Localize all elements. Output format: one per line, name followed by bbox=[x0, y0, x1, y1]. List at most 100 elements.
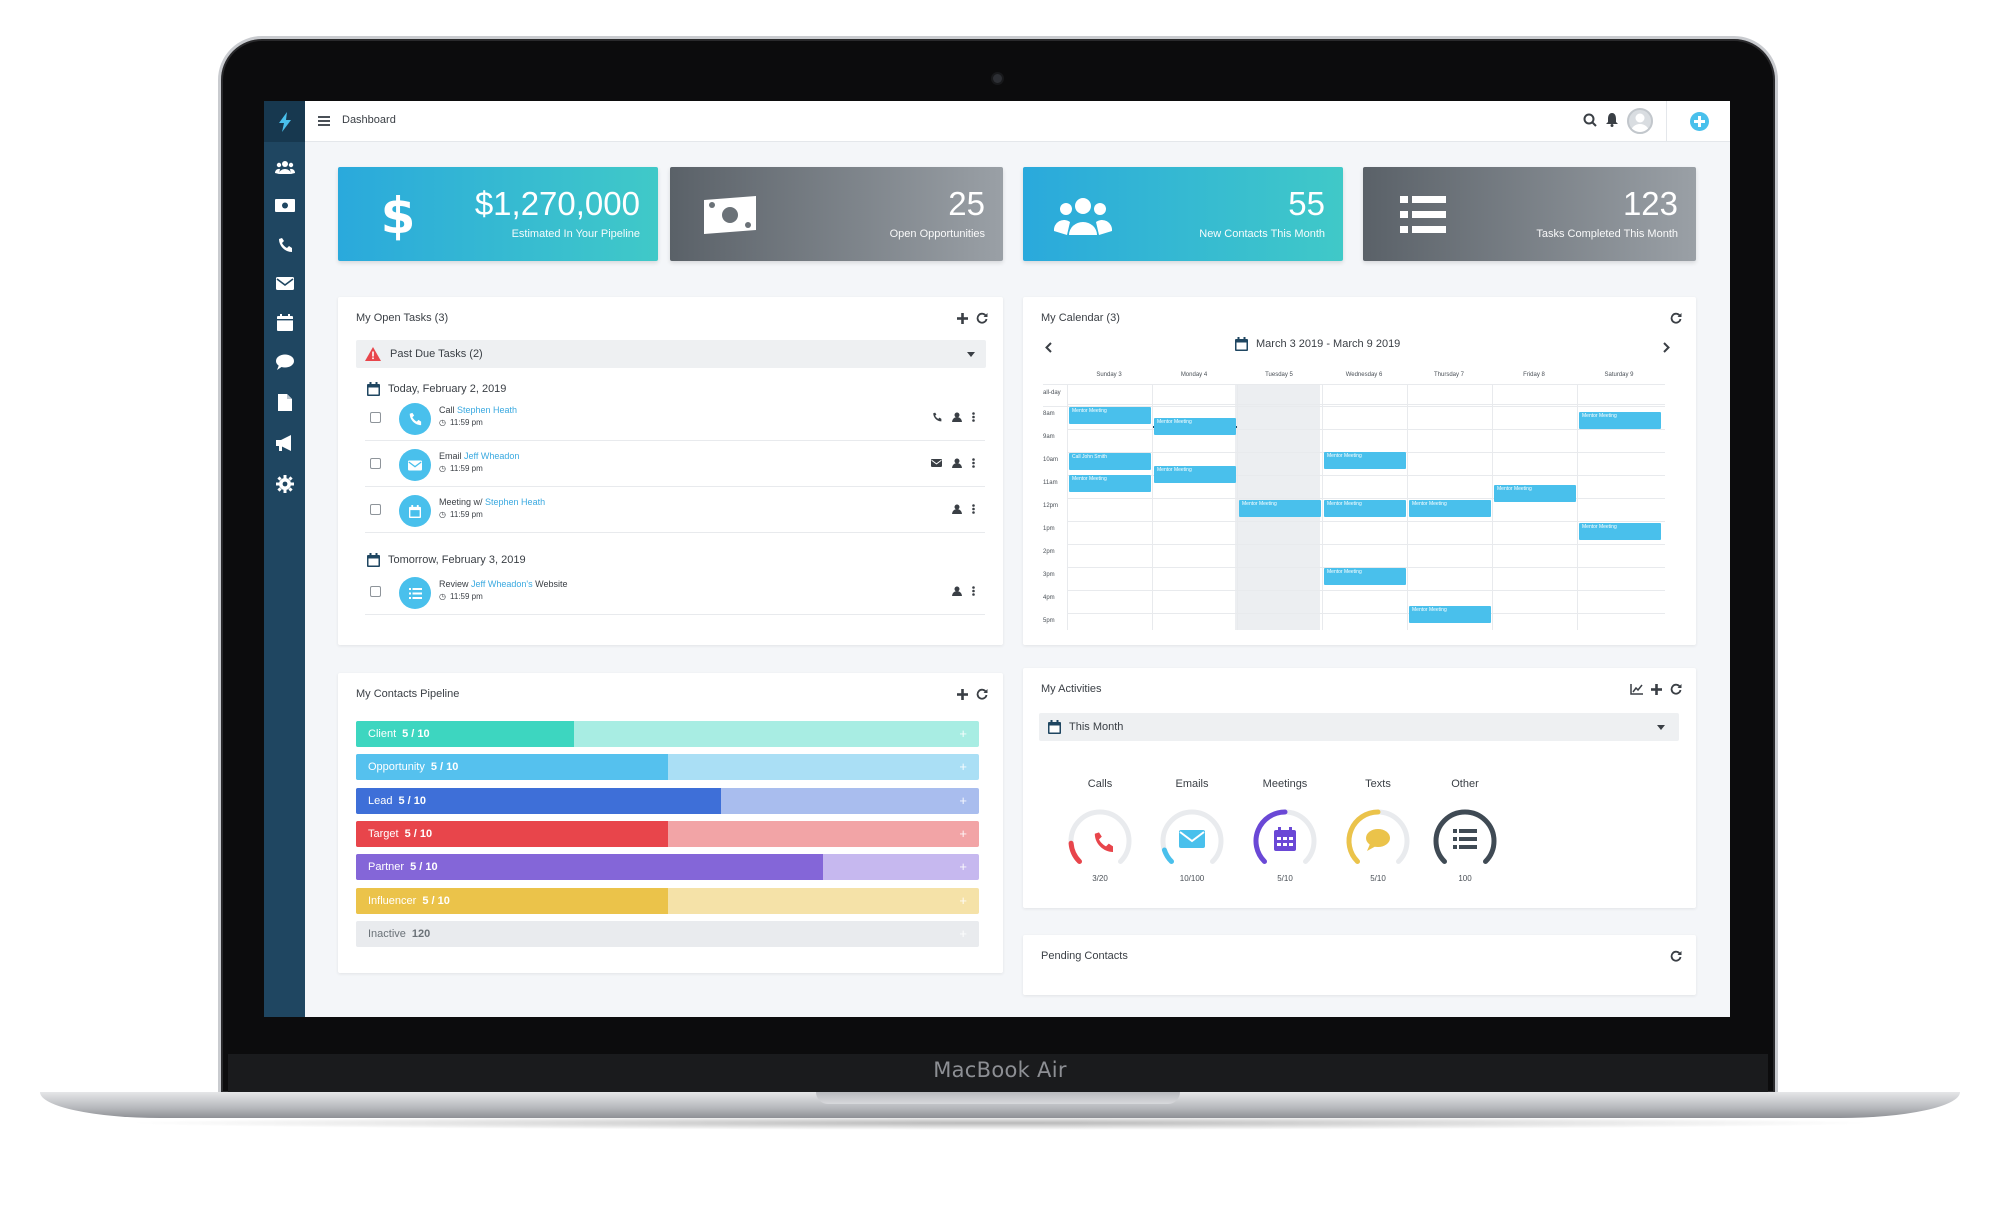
user-icon[interactable] bbox=[952, 586, 962, 596]
calendar-event[interactable]: Mentor Meeting bbox=[1409, 606, 1491, 623]
contact-link[interactable]: Jeff Wheadon bbox=[464, 451, 520, 461]
calendar-event[interactable]: Mentor Meeting bbox=[1409, 500, 1491, 517]
megaphone-icon[interactable] bbox=[273, 431, 296, 454]
task-checkbox[interactable] bbox=[370, 458, 381, 469]
add-icon[interactable] bbox=[955, 311, 969, 325]
add-icon[interactable] bbox=[955, 687, 969, 701]
pipeline-stage-count: 5 / 10 bbox=[422, 894, 450, 907]
refresh-icon[interactable] bbox=[1669, 949, 1683, 963]
calendar-event[interactable]: Mentor Meeting bbox=[1494, 485, 1576, 502]
phone-icon[interactable] bbox=[273, 233, 296, 256]
calendar-event[interactable]: Mentor Meeting bbox=[1324, 500, 1406, 517]
next-week-icon[interactable] bbox=[1663, 340, 1670, 358]
contacts-pipeline-panel: My Contacts Pipeline Client 5 / 10 + Opport… bbox=[338, 673, 1003, 973]
period-dropdown[interactable]: This Month bbox=[1039, 713, 1679, 741]
task-type-badge bbox=[399, 495, 431, 527]
stat-value: $1,270,000 bbox=[474, 185, 640, 222]
plus-icon[interactable]: + bbox=[959, 892, 967, 908]
menu-icon[interactable] bbox=[318, 116, 330, 126]
stat-value: 123 bbox=[1622, 185, 1678, 222]
calendar-event[interactable]: Mentor Meeting bbox=[1324, 452, 1406, 469]
refresh-icon[interactable] bbox=[1669, 682, 1683, 696]
money-icon[interactable] bbox=[273, 194, 296, 217]
calendar-event[interactable]: Mentor Meeting bbox=[1154, 466, 1236, 483]
prev-week-icon[interactable] bbox=[1045, 340, 1052, 358]
plus-icon[interactable]: + bbox=[959, 859, 967, 875]
pipeline-row-target[interactable]: Target 5 / 10 + bbox=[356, 820, 979, 847]
contact-link[interactable]: Stephen Heath bbox=[457, 405, 518, 415]
calendar-event[interactable]: Call John Smith bbox=[1069, 453, 1151, 470]
file-icon[interactable] bbox=[273, 391, 296, 414]
calendar-icon[interactable] bbox=[273, 311, 296, 334]
calendar-event[interactable]: Mentor Meeting bbox=[1069, 407, 1151, 424]
gauge-other[interactable]: Other 100 bbox=[1420, 778, 1510, 886]
calendar-event[interactable]: Mentor Meeting bbox=[1324, 568, 1406, 585]
contact-link[interactable]: Jeff Wheadon's bbox=[471, 579, 533, 589]
task-checkbox[interactable] bbox=[370, 412, 381, 423]
users-icon[interactable] bbox=[273, 155, 296, 178]
pipeline-stage-name: Inactive bbox=[368, 927, 406, 940]
task-row[interactable]: Meeting w/ Stephen Heath ◷ 11:59 pm bbox=[365, 489, 985, 533]
pipeline-row-inactive[interactable]: Inactive 120 + bbox=[356, 920, 979, 947]
more-icon[interactable] bbox=[972, 412, 975, 422]
calendar-event[interactable]: Mentor Meeting bbox=[1239, 500, 1321, 517]
refresh-icon[interactable] bbox=[1669, 311, 1683, 325]
user-icon[interactable] bbox=[952, 458, 962, 468]
stat-card-contacts[interactable]: 55 New Contacts This Month bbox=[1023, 167, 1343, 261]
phone-icon[interactable] bbox=[932, 412, 942, 422]
activities-panel: My Activities This Month Calls 3/20 Emails… bbox=[1023, 668, 1696, 908]
gauge-emails[interactable]: Emails 10/100 bbox=[1147, 778, 1237, 886]
pipeline-row-lead[interactable]: Lead 5 / 10 + bbox=[356, 787, 979, 814]
add-button[interactable] bbox=[1690, 112, 1709, 131]
pipeline-row-client[interactable]: Client 5 / 10 + bbox=[356, 721, 979, 747]
search-icon[interactable] bbox=[1583, 113, 1597, 132]
plus-icon[interactable]: + bbox=[959, 825, 967, 841]
pipeline-row-opportunity[interactable]: Opportunity 5 / 10 + bbox=[356, 754, 979, 781]
calendar-event[interactable]: Mentor Meeting bbox=[1154, 418, 1236, 435]
add-icon[interactable] bbox=[1649, 682, 1663, 696]
stat-card-opportunities[interactable]: 25 Open Opportunities bbox=[670, 167, 1003, 261]
calendar-event[interactable]: Mentor Meeting bbox=[1069, 475, 1151, 492]
stat-card-tasks[interactable]: 123 Tasks Completed This Month bbox=[1363, 167, 1696, 261]
envelope-icon[interactable] bbox=[273, 272, 296, 295]
more-icon[interactable] bbox=[972, 458, 975, 468]
plus-icon[interactable]: + bbox=[959, 792, 967, 808]
today-label: Today, February 2, 2019 bbox=[388, 383, 507, 395]
contact-link[interactable]: Stephen Heath bbox=[485, 497, 546, 507]
hour-label: 3pm bbox=[1043, 572, 1055, 578]
chat-icon[interactable] bbox=[273, 350, 296, 373]
plus-icon[interactable]: + bbox=[959, 726, 967, 741]
pipeline-row-influencer[interactable]: Influencer 5 / 10 + bbox=[356, 887, 979, 914]
chart-icon[interactable] bbox=[1629, 682, 1643, 696]
task-row[interactable]: Call Stephen Heath ◷ 11:59 pm bbox=[365, 397, 985, 441]
more-icon[interactable] bbox=[972, 586, 975, 596]
task-row[interactable]: Review Jeff Wheadon's Website ◷ 11:59 pm bbox=[365, 571, 985, 615]
gauge-meetings[interactable]: Meetings 5/10 bbox=[1240, 778, 1330, 886]
pipeline-row-partner[interactable]: Partner 5 / 10 + bbox=[356, 854, 979, 881]
gauge-calls[interactable]: Calls 3/20 bbox=[1055, 778, 1145, 886]
task-time-value: 11:59 pm bbox=[449, 464, 483, 473]
plus-icon[interactable]: + bbox=[959, 759, 967, 775]
avatar[interactable] bbox=[1627, 108, 1653, 134]
calendar-event[interactable]: Mentor Meeting bbox=[1579, 523, 1661, 540]
task-row[interactable]: Email Jeff Wheadon ◷ 11:59 pm bbox=[365, 443, 985, 487]
more-icon[interactable] bbox=[972, 504, 975, 514]
gauge-texts[interactable]: Texts 5/10 bbox=[1333, 778, 1423, 886]
envelope-icon[interactable] bbox=[931, 459, 942, 467]
past-due-dropdown[interactable]: Past Due Tasks (2) bbox=[356, 340, 986, 368]
refresh-icon[interactable] bbox=[975, 687, 989, 701]
plus-icon[interactable]: + bbox=[959, 925, 967, 941]
refresh-icon[interactable] bbox=[975, 311, 989, 325]
user-icon[interactable] bbox=[952, 504, 962, 514]
task-time-value: 11:59 pm bbox=[449, 418, 483, 427]
task-prefix: Email bbox=[439, 451, 465, 461]
bell-icon[interactable] bbox=[1606, 113, 1618, 132]
task-checkbox[interactable] bbox=[370, 586, 381, 597]
date-range[interactable]: March 3 2019 - March 9 2019 bbox=[1235, 337, 1400, 351]
calendar-event[interactable]: Mentor Meeting bbox=[1579, 412, 1661, 429]
stat-card-pipeline[interactable]: $ $1,270,000 Estimated In Your Pipeline bbox=[338, 167, 658, 261]
logo[interactable] bbox=[264, 101, 305, 142]
task-checkbox[interactable] bbox=[370, 504, 381, 515]
gear-icon[interactable] bbox=[273, 472, 296, 495]
user-icon[interactable] bbox=[952, 412, 962, 422]
